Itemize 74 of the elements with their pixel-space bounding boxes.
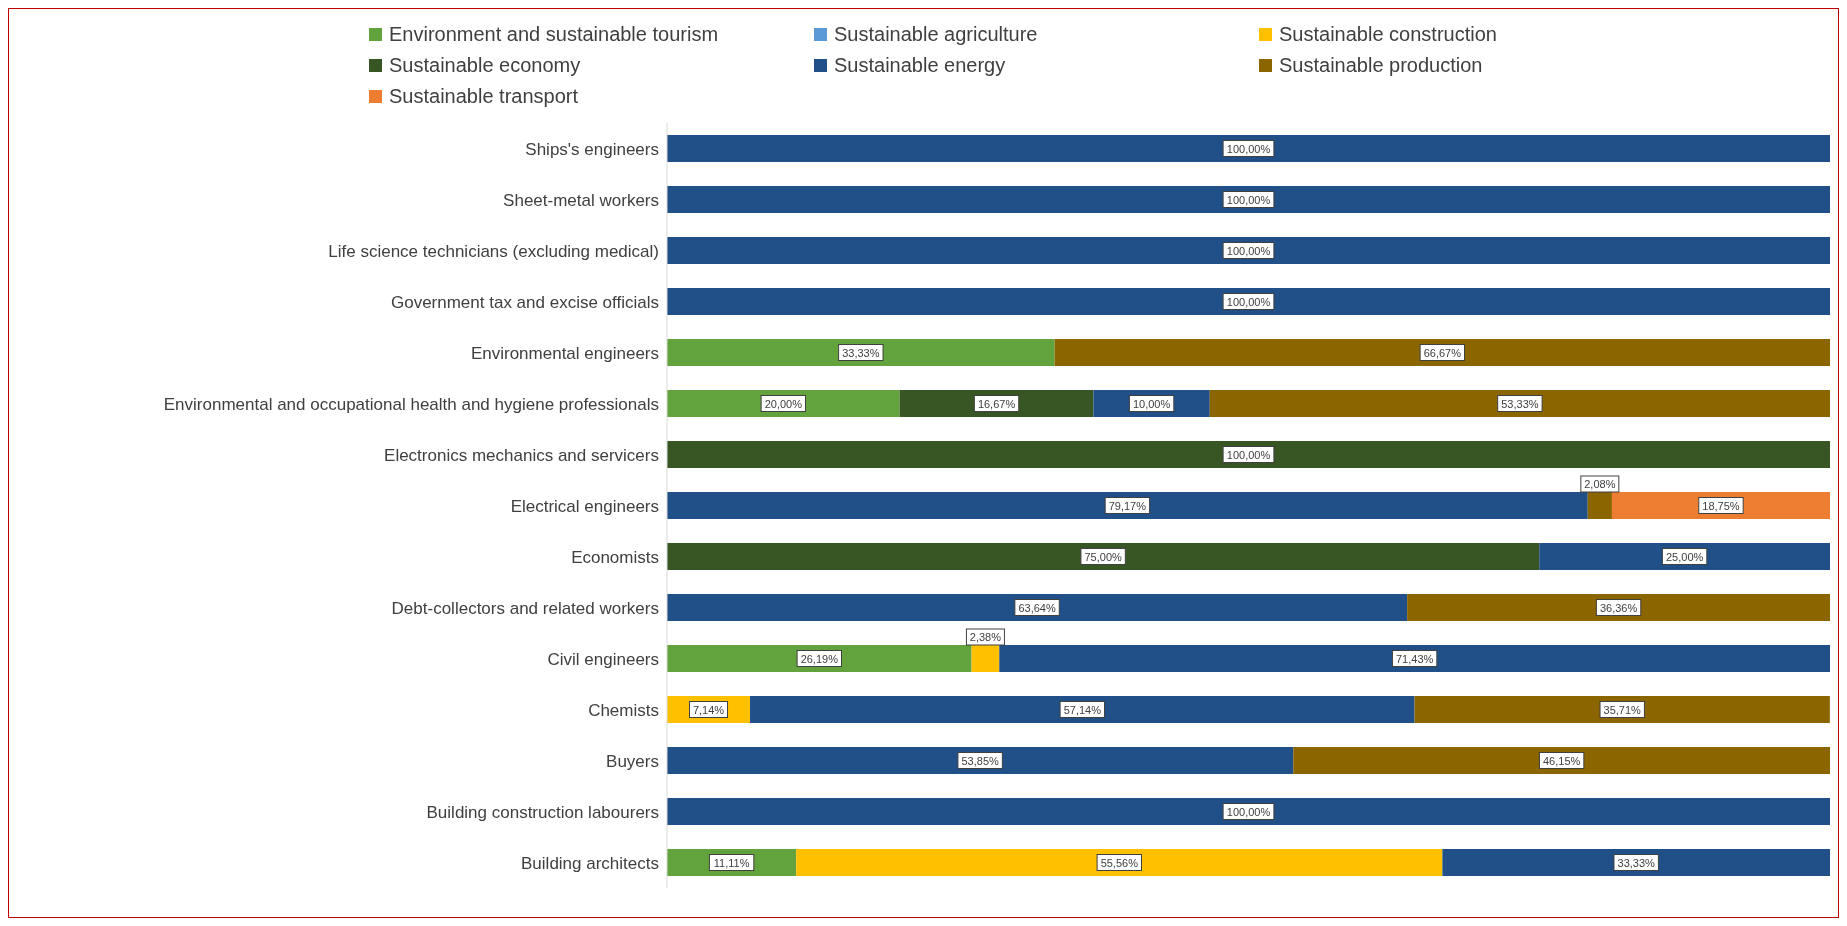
- bar: [1054, 339, 1830, 366]
- legend-label: Sustainable transport: [389, 85, 579, 108]
- y-tick-label: Chemists: [588, 700, 659, 720]
- bar: [667, 645, 972, 672]
- data-label: 57,14%: [1063, 703, 1102, 716]
- data-label: 75,00%: [1084, 550, 1122, 563]
- y-tick-label: Economists: [571, 547, 659, 567]
- y-tick-label: Civil engineers: [547, 649, 659, 669]
- data-label: 53,33%: [1501, 397, 1539, 410]
- bar: [667, 186, 1830, 213]
- bar: [667, 543, 1540, 570]
- legend-label: Sustainable economy: [389, 54, 581, 77]
- bar: [796, 849, 1443, 876]
- bar: [1539, 543, 1830, 570]
- y-tick-label: Life science technicians (excluding medical): [328, 241, 659, 261]
- data-label: 55,56%: [1100, 856, 1139, 869]
- data-label: 100,00%: [1226, 244, 1271, 257]
- data-label: 35,71%: [1603, 703, 1642, 716]
- y-tick-label: Electronics mechanics and servicers: [384, 445, 659, 465]
- y-tick-label: Sheet-metal workers: [503, 190, 659, 210]
- y-tick-label: Environmental engineers: [470, 343, 659, 363]
- data-label: 10,00%: [1132, 397, 1171, 410]
- legend-label: Sustainable production: [1279, 54, 1483, 77]
- y-tick-label: Electrical engineers: [510, 496, 659, 516]
- y-tick-label: Ships's engineers: [525, 139, 659, 159]
- data-label: 33,33%: [1617, 856, 1656, 869]
- data-label: 100,00%: [1226, 295, 1271, 308]
- data-label: 11,11%: [713, 856, 750, 869]
- data-label: 20,00%: [764, 397, 803, 410]
- y-tick-label: Debt-collectors and related workers: [391, 598, 659, 618]
- bar: [667, 135, 1830, 162]
- data-label: 2,08%: [1584, 478, 1616, 490]
- legend-label: Environment and sustainable tourism: [389, 23, 719, 46]
- data-label: 7,14%: [692, 703, 725, 716]
- data-label: 100,00%: [1226, 193, 1271, 206]
- data-label: 71,43%: [1395, 652, 1434, 665]
- bar: [1414, 696, 1830, 723]
- data-label: 66,67%: [1423, 346, 1462, 359]
- data-label: 100,00%: [1226, 448, 1271, 461]
- data-label: 18,75%: [1702, 499, 1740, 512]
- data-label: 100,00%: [1226, 142, 1271, 155]
- bar: [1407, 594, 1830, 621]
- bar: [999, 645, 1830, 672]
- bar: [750, 696, 1415, 723]
- bar: [1442, 849, 1830, 876]
- data-label: 33,33%: [842, 346, 880, 359]
- data-label: 26,19%: [800, 652, 839, 665]
- y-tick-label: Buyers: [606, 751, 659, 771]
- data-label: 2,38%: [969, 631, 1002, 643]
- data-label: 63,64%: [1018, 601, 1056, 614]
- bar: [667, 441, 1830, 468]
- bar: [667, 339, 1055, 366]
- legend-label: Sustainable construction: [1279, 23, 1497, 46]
- data-label: 36,36%: [1599, 601, 1638, 614]
- bar: [1209, 390, 1830, 417]
- bar: [667, 288, 1830, 315]
- bar: [667, 798, 1830, 825]
- data-label: 25,00%: [1665, 550, 1704, 563]
- y-tick-label: Environmental and occupational health and hygiene professionals: [163, 394, 659, 414]
- legend-label: Sustainable agriculture: [834, 23, 1038, 46]
- data-label: 53,85%: [961, 754, 1000, 767]
- data-label: 46,15%: [1542, 754, 1581, 767]
- legend-label: Sustainable energy: [834, 54, 1006, 77]
- data-label: 100,00%: [1226, 805, 1271, 818]
- y-tick-label: Building architects: [521, 853, 659, 873]
- y-tick-label: Building construction labourers: [426, 802, 659, 822]
- data-label: 16,67%: [977, 397, 1016, 410]
- bar: [667, 492, 1588, 519]
- bar: [1293, 747, 1830, 774]
- bar: [667, 747, 1294, 774]
- y-tick-label: Government tax and excise officials: [390, 292, 659, 312]
- bar: [667, 237, 1830, 264]
- data-label: 79,17%: [1108, 499, 1147, 512]
- bar: [667, 594, 1408, 621]
